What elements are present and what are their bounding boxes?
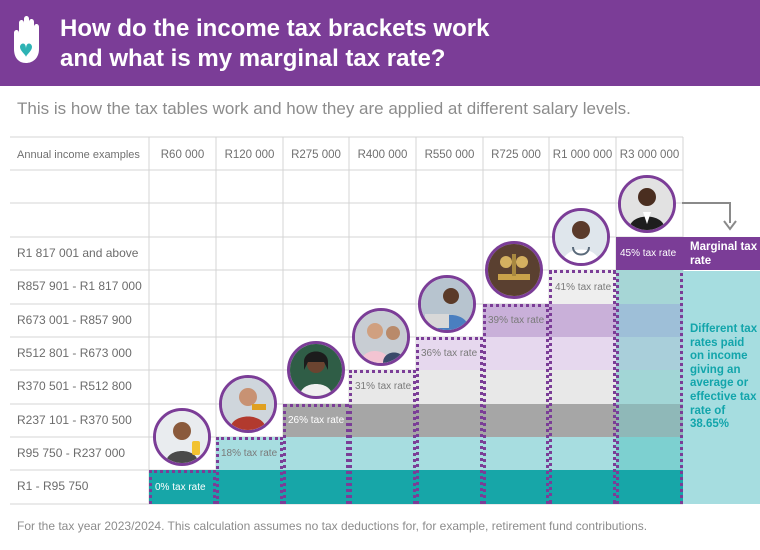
rate-label-45: 45% tax rate (620, 248, 677, 259)
subtitle: This is how the tax tables work and how … (17, 99, 631, 118)
rate-label-36: 36% tax rate (421, 348, 478, 359)
rate-label-41: 41% tax rate (555, 282, 612, 293)
arrow-down-icon (682, 202, 737, 231)
rate-label-0: 0% tax rate (155, 482, 206, 493)
person-avatar (552, 208, 610, 266)
footer-note: For the tax year 2023/2024. This calcula… (17, 519, 648, 533)
band-45-percent (616, 237, 683, 270)
corner-label: Annual income examples (17, 149, 140, 161)
top-column-18 (616, 437, 683, 470)
bracket-label: R237 101 - R370 500 (17, 413, 132, 427)
person-avatar (153, 408, 211, 466)
person-avatar (418, 275, 476, 333)
title-line-1: How do the income tax brackets work (60, 15, 490, 42)
bracket-label: R673 001 - R857 900 (17, 313, 132, 327)
rate-label-31: 31% tax rate (355, 381, 412, 392)
column-header-r725000: R725 000 (491, 149, 541, 161)
dotted-outline (149, 470, 216, 504)
column-header-r120000: R120 000 (224, 149, 275, 161)
col-r1m-36 (549, 337, 616, 370)
top-column-39 (616, 304, 683, 337)
band-18-percent (216, 437, 683, 470)
top-column-36 (616, 337, 683, 370)
bracket-label: R1 - R95 750 (17, 479, 89, 493)
dotted-outline (483, 304, 549, 504)
top-column-41 (616, 270, 683, 304)
top-column-31 (616, 370, 683, 404)
bracket-label: R857 901 - R1 817 000 (17, 279, 142, 293)
dotted-outline (549, 270, 616, 504)
dotted-outline (416, 337, 483, 504)
page-title: How do the income tax brackets work and … (60, 14, 750, 74)
bracket-label: R370 501 - R512 800 (17, 379, 132, 393)
person-avatar (618, 175, 676, 233)
bracket-label: R95 750 - R237 000 (17, 446, 126, 460)
person-avatar (287, 341, 345, 399)
dotted-outline (216, 437, 283, 504)
rate-label-26: 26% tax rate (288, 415, 345, 426)
effective-rate-text: Different tax rates paid on income givin… (690, 323, 758, 431)
person-avatar (219, 375, 277, 433)
column-header-r3000000: R3 000 000 (619, 149, 680, 161)
rate-label-39: 39% tax rate (488, 315, 545, 326)
dotted-outline (283, 404, 349, 504)
marginal-tax-rate-label: Marginal tax rate (683, 237, 760, 270)
person-avatar (485, 241, 543, 299)
bracket-label: R512 801 - R673 000 (17, 346, 132, 360)
effective-rate-panel (683, 271, 760, 504)
title-line-2: and what is my marginal tax rate? (60, 45, 446, 72)
rate-label-18: 18% tax rate (221, 448, 278, 459)
hand-icon (14, 16, 39, 63)
column-header-r275000: R275 000 (291, 149, 341, 161)
bracket-label: R1 817 001 and above (17, 246, 139, 260)
header-banner: How do the income tax brackets work and … (0, 0, 760, 86)
column-header-r60000: R60 000 (160, 149, 205, 161)
person-avatar (352, 308, 410, 366)
column-header-r1000000: R1 000 000 (552, 149, 613, 161)
column-header-r550000: R550 000 (424, 149, 475, 161)
column-header-r400000: R400 000 (357, 149, 408, 161)
dotted-outline (616, 237, 683, 504)
top-column-26 (616, 404, 683, 437)
dotted-outline (349, 370, 416, 504)
col-r1m-39 (549, 304, 616, 337)
